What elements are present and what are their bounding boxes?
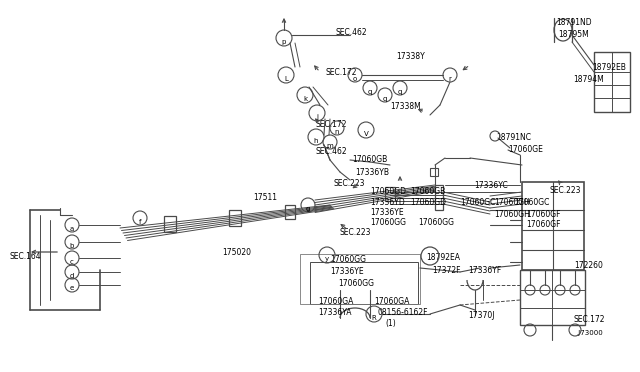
Bar	[522, 182, 584, 270]
Text: 175020: 175020	[222, 248, 251, 257]
Bar	[385, 187, 395, 201]
Text: 17060GG: 17060GG	[418, 218, 454, 227]
Bar	[594, 52, 630, 112]
Text: 17060GH: 17060GH	[494, 198, 530, 207]
Text: SEC.462: SEC.462	[335, 28, 367, 37]
Text: 17060GD: 17060GD	[410, 198, 446, 207]
Text: p: p	[282, 38, 286, 45]
Bar	[520, 270, 585, 325]
Text: SEC.223: SEC.223	[333, 179, 365, 188]
Text: 17336YD: 17336YD	[370, 198, 404, 207]
Text: 17336YE: 17336YE	[330, 267, 364, 276]
Text: b: b	[70, 243, 74, 248]
Text: SEC.462: SEC.462	[316, 147, 348, 156]
Text: 08156-6162F: 08156-6162F	[378, 308, 429, 317]
Text: m: m	[326, 142, 333, 148]
Text: 18791ND: 18791ND	[556, 18, 591, 27]
Text: 18792EB: 18792EB	[592, 63, 626, 72]
Text: 172260: 172260	[574, 261, 603, 270]
Text: y: y	[325, 256, 329, 262]
Text: (1): (1)	[385, 319, 396, 328]
Text: 18791NC: 18791NC	[496, 133, 531, 142]
Bar	[164, 216, 176, 232]
Text: 17372F: 17372F	[432, 266, 461, 275]
Text: 17060GC: 17060GC	[514, 198, 549, 207]
Text: 17060GC: 17060GC	[460, 198, 495, 207]
Text: 17370J: 17370J	[468, 311, 495, 320]
Bar	[430, 168, 438, 176]
Text: SEC.172: SEC.172	[326, 68, 358, 77]
Text: 17060GH: 17060GH	[494, 210, 530, 219]
Text: SEC.164: SEC.164	[10, 252, 42, 261]
Text: q: q	[398, 89, 402, 94]
Text: k: k	[303, 96, 307, 102]
Text: SEC.223: SEC.223	[340, 228, 371, 237]
Text: 17060GA: 17060GA	[318, 297, 353, 306]
Text: 17338Y: 17338Y	[396, 52, 425, 61]
Text: 17511: 17511	[253, 193, 277, 202]
Text: q: q	[368, 89, 372, 94]
Text: 17060GB: 17060GB	[352, 155, 387, 164]
Text: 17060GG: 17060GG	[338, 279, 374, 288]
Text: 17060GG: 17060GG	[330, 255, 366, 264]
Text: SEC.172: SEC.172	[574, 315, 605, 324]
Text: e: e	[70, 285, 74, 292]
Text: 18792EA: 18792EA	[426, 253, 460, 262]
Text: 17060GG: 17060GG	[370, 218, 406, 227]
Text: SEC.223: SEC.223	[550, 186, 582, 195]
Text: d: d	[70, 273, 74, 279]
Text: j: j	[316, 113, 318, 119]
Text: o: o	[353, 76, 357, 81]
Text: 18794M: 18794M	[573, 75, 604, 84]
Text: 17336YA: 17336YA	[318, 308, 351, 317]
Bar	[229, 210, 241, 226]
Bar	[300, 254, 420, 304]
Text: SEC.172: SEC.172	[315, 120, 346, 129]
Text: c: c	[70, 259, 74, 264]
Text: 17336YE: 17336YE	[370, 208, 404, 217]
Text: R: R	[372, 314, 376, 321]
Text: 17060GF: 17060GF	[526, 210, 561, 219]
Text: h: h	[314, 138, 318, 144]
Text: q: q	[383, 96, 387, 102]
Text: a: a	[70, 225, 74, 231]
Text: 17060GF: 17060GF	[526, 220, 561, 229]
Bar	[435, 185, 443, 210]
Text: n: n	[335, 128, 339, 135]
Text: V: V	[364, 131, 369, 137]
Text: 18795M: 18795M	[558, 30, 589, 39]
Text: r: r	[449, 76, 451, 81]
Text: 17060GB: 17060GB	[410, 187, 445, 196]
Text: 17060GA: 17060GA	[374, 297, 410, 306]
Text: 17338M: 17338M	[390, 102, 420, 111]
Text: g: g	[306, 205, 310, 212]
Text: 17060GE: 17060GE	[508, 145, 543, 154]
Text: L: L	[284, 76, 288, 81]
Text: .J73000: .J73000	[576, 330, 603, 336]
Text: f: f	[139, 218, 141, 224]
Text: 17336YF: 17336YF	[468, 266, 501, 275]
Bar	[310, 262, 418, 304]
Bar	[285, 205, 295, 219]
Text: 17336YB: 17336YB	[355, 168, 389, 177]
Text: 17336YC: 17336YC	[474, 181, 508, 190]
Text: 17060GD: 17060GD	[370, 187, 406, 196]
